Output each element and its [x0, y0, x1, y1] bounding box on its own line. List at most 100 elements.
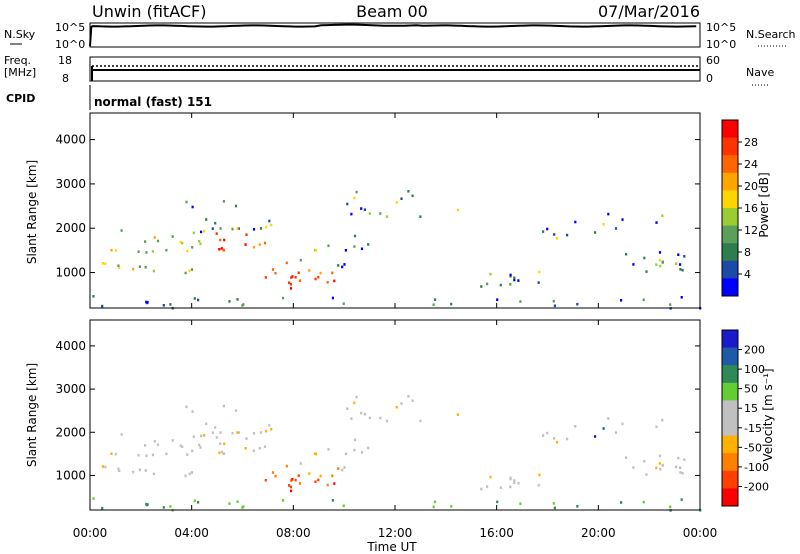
echo-cell — [576, 302, 579, 306]
noise-tick-bottom-left: 10^0 — [55, 38, 85, 51]
echo-cell — [643, 460, 646, 463]
colorbar-tick-label: 50 — [744, 383, 758, 396]
colorbar-swatch — [722, 418, 738, 437]
echo-cell — [265, 225, 268, 229]
freq-label-line1: Freq. — [4, 54, 31, 67]
echo-cell — [192, 231, 195, 235]
echo-cell — [110, 452, 113, 455]
echo-cell — [137, 250, 140, 253]
noise-sky-label: N.Sky — [4, 28, 36, 41]
echo-cell — [679, 466, 682, 469]
echo-cell — [343, 466, 346, 469]
echo-cell — [242, 303, 245, 306]
echo-cell — [632, 466, 635, 469]
y-tick-label: 3000 — [55, 177, 86, 191]
colorbar-swatch — [722, 225, 738, 244]
echo-cell — [270, 427, 273, 431]
echo-cell — [614, 431, 618, 434]
echo-cell — [171, 439, 174, 442]
echo-cell — [299, 258, 302, 262]
echo-cell — [411, 194, 414, 198]
noise-panel: N.Sky 10^5 10^0 10^5 10^0 N.Search — [4, 21, 796, 51]
echo-cell — [679, 471, 682, 474]
echo-cell — [191, 246, 194, 249]
echo-cell — [244, 447, 247, 450]
echo-cell — [353, 401, 356, 405]
echo-cell — [165, 248, 168, 252]
nave-tick-top: 60 — [706, 54, 720, 67]
echo-cell — [297, 474, 300, 477]
echo-cell — [185, 200, 188, 204]
colorbar-tick-label: 28 — [744, 136, 758, 149]
power-colorbar-label: Power [dB] — [757, 172, 771, 237]
echo-cell — [456, 413, 459, 416]
echo-cell — [118, 469, 121, 473]
colorbar-tick-label: 12 — [744, 224, 758, 237]
echo-cell — [188, 269, 191, 273]
colorbar-tick-label: -100 — [744, 461, 769, 474]
echo-cell — [556, 440, 559, 444]
echo-cell — [199, 242, 202, 246]
echo-cell — [658, 454, 662, 458]
echo-cell — [319, 271, 322, 275]
echo-cell — [621, 218, 624, 221]
echo-cell — [223, 238, 226, 242]
echo-cell — [645, 270, 648, 273]
echo-cell — [203, 434, 206, 437]
echo-cell — [138, 265, 141, 268]
colorbar-swatch — [722, 400, 738, 419]
echo-cell — [264, 478, 267, 482]
station-title: Unwin (fitACF) — [92, 2, 206, 21]
echo-cell — [368, 416, 371, 420]
power-y-ticks: 1000 2000 3000 4000 — [55, 133, 700, 280]
y-tick-label: 2000 — [55, 425, 86, 439]
echo-cell — [480, 487, 483, 491]
echo-cell — [363, 208, 366, 211]
echo-cell — [407, 190, 410, 193]
echo-cell — [114, 249, 117, 252]
x-tick-label: 00:00 — [683, 526, 718, 540]
echo-cell — [513, 276, 516, 280]
echo-cell — [614, 227, 618, 230]
echo-cell — [288, 281, 291, 284]
echo-cell — [326, 483, 329, 487]
echo-cell — [594, 231, 597, 234]
echo-cell — [231, 431, 234, 435]
echo-cell — [355, 190, 358, 194]
echo-cell — [297, 271, 300, 275]
echo-cell — [184, 271, 187, 275]
velocity-colorbar: 200 100 50 15 -15 -50 -100 -200 — [721, 329, 769, 507]
echo-cell — [677, 253, 680, 256]
echo-cell — [308, 472, 311, 475]
echo-cell — [199, 446, 202, 449]
echo-cell — [290, 479, 293, 482]
echo-cell — [655, 263, 658, 266]
echo-cell — [546, 431, 549, 435]
y-tick-label: 4000 — [55, 339, 86, 353]
colorbar-tick-label: 100 — [744, 363, 765, 376]
echo-cell — [661, 463, 664, 467]
echo-cell — [192, 435, 195, 439]
echo-cell — [368, 212, 371, 215]
echo-cell — [367, 243, 370, 246]
echo-cell — [331, 271, 334, 275]
nave-label: Nave — [746, 66, 774, 79]
echo-cell — [620, 299, 623, 302]
echo-cell — [675, 465, 678, 469]
echo-cell — [602, 427, 605, 430]
echo-cell — [308, 269, 311, 272]
echo-cell — [138, 468, 141, 472]
echo-cell — [661, 260, 664, 264]
echo-cell — [92, 497, 95, 500]
echo-cell — [146, 503, 149, 506]
echo-cell — [341, 265, 344, 269]
echo-cell — [145, 300, 148, 304]
echo-cell — [669, 303, 672, 306]
echo-cell — [546, 227, 549, 231]
echo-cell — [537, 483, 540, 487]
echo-cell — [395, 201, 398, 204]
echo-cell — [486, 282, 489, 286]
velocity-panel: 1000 2000 3000 4000 Slant Range [km] 200 100… — [25, 319, 775, 512]
echo-cell — [669, 505, 672, 509]
echo-cell — [294, 478, 297, 482]
